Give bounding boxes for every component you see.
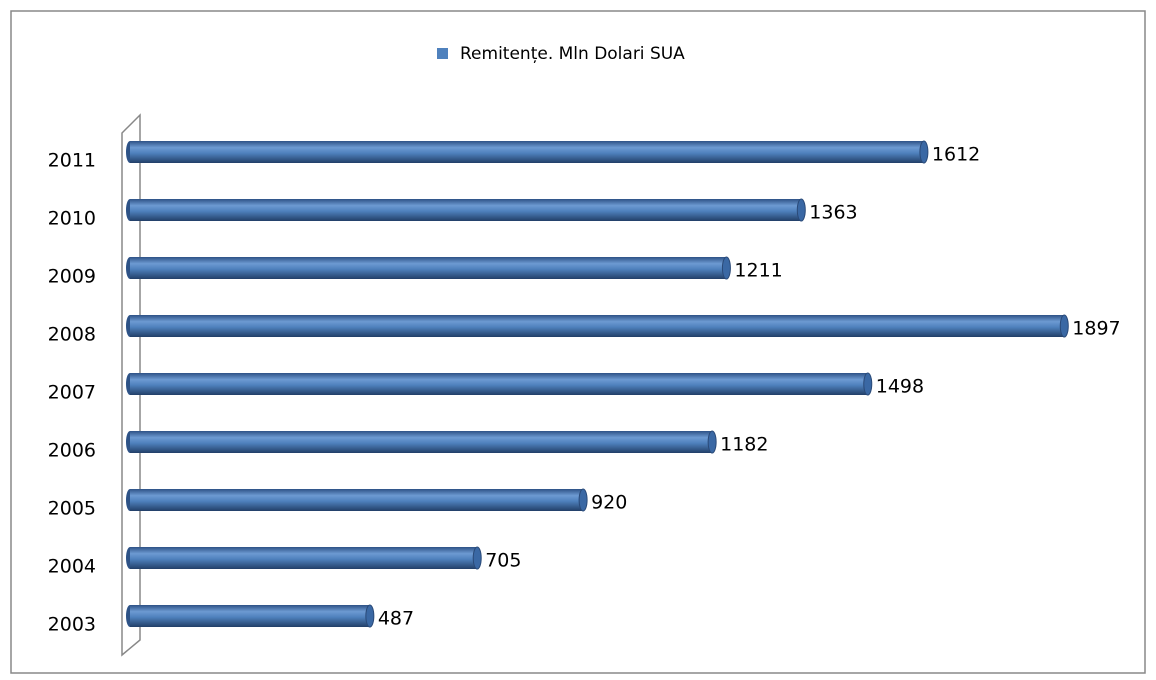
data-label: 1498 [876,376,924,398]
bar-cap [1059,314,1069,338]
y-tick-label: 2007 [48,382,96,404]
bar [130,315,1065,337]
bar [130,373,868,395]
data-label: 1211 [734,260,782,282]
chart-frame [10,10,1146,674]
bar [130,257,727,279]
bar-cap [863,372,873,396]
y-tick-label: 2009 [48,266,96,288]
bar-cap [578,488,588,512]
bar [130,431,713,453]
y-tick-label: 2010 [48,208,96,230]
bar-cap [721,256,731,280]
legend-text: Remitențe. Mln Dolari SUA [460,44,685,64]
data-label: 1182 [720,434,768,456]
y-tick-label: 2006 [48,440,96,462]
bar-cap [365,604,375,628]
data-label: 1363 [809,202,857,224]
axis-wall [121,113,141,657]
bar [130,489,584,511]
y-tick-label: 2011 [48,150,96,172]
bar-cap [472,546,482,570]
data-label: 920 [591,492,627,514]
data-label: 1612 [932,144,980,166]
y-tick-label: 2003 [48,614,96,636]
data-label: 1897 [1072,318,1120,340]
data-label: 705 [485,550,521,572]
data-label: 487 [378,608,414,630]
y-tick-label: 2008 [48,324,96,346]
bar [130,547,478,569]
bar [130,141,924,163]
legend-swatch [437,48,448,59]
y-tick-label: 2005 [48,498,96,520]
bar [130,605,370,627]
bar [130,199,802,221]
bar-cap [796,198,806,222]
y-tick-label: 2004 [48,556,96,578]
bar-cap [919,140,929,164]
bar-cap [707,430,717,454]
